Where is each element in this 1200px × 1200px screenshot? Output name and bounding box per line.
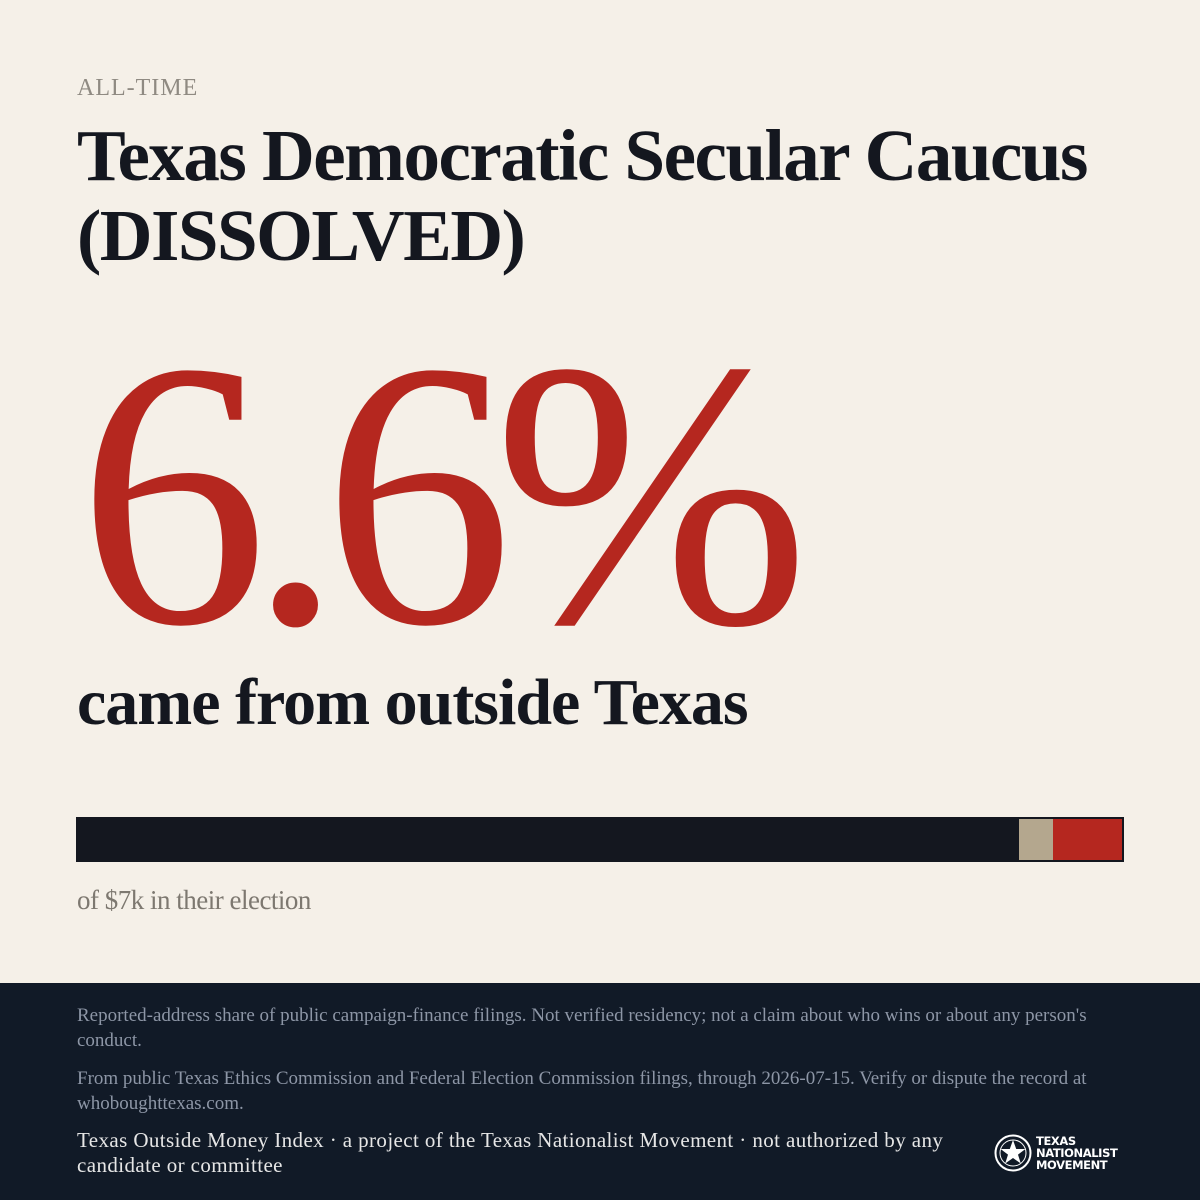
logo-line-nationalist: NATIONALIST [1036, 1146, 1118, 1160]
logo-line-texas: TEXAS [1036, 1134, 1076, 1148]
in-state-segment [78, 819, 1019, 860]
out-of-state-segment [1053, 819, 1122, 860]
project-credit: Texas Outside Money Index · a project of… [77, 1128, 944, 1177]
outside-share-caption: came from outside Texas [77, 666, 749, 739]
methodology-disclaimer: Reported-address share of public campaig… [77, 1005, 1087, 1051]
unknown-segment [1018, 819, 1054, 860]
committee-title: Texas Democratic Secular Caucus (DISSOLV… [77, 115, 1088, 276]
timeframe-label: ALL-TIME [77, 75, 199, 101]
logo-wordmark: TEXAS NATIONALIST MOVEMENT [1036, 1134, 1118, 1172]
outside-share-value: 6.6% [78, 284, 810, 705]
funding-share-bar [76, 817, 1124, 862]
star-seal-icon [994, 1134, 1032, 1172]
total-raised-caption: of $7k in their election [77, 885, 311, 915]
data-source-note: From public Texas Ethics Commission and … [77, 1068, 1087, 1114]
logo-line-movement: MOVEMENT [1036, 1158, 1108, 1172]
tnm-logo: TEXAS NATIONALIST MOVEMENT [993, 1131, 1128, 1175]
